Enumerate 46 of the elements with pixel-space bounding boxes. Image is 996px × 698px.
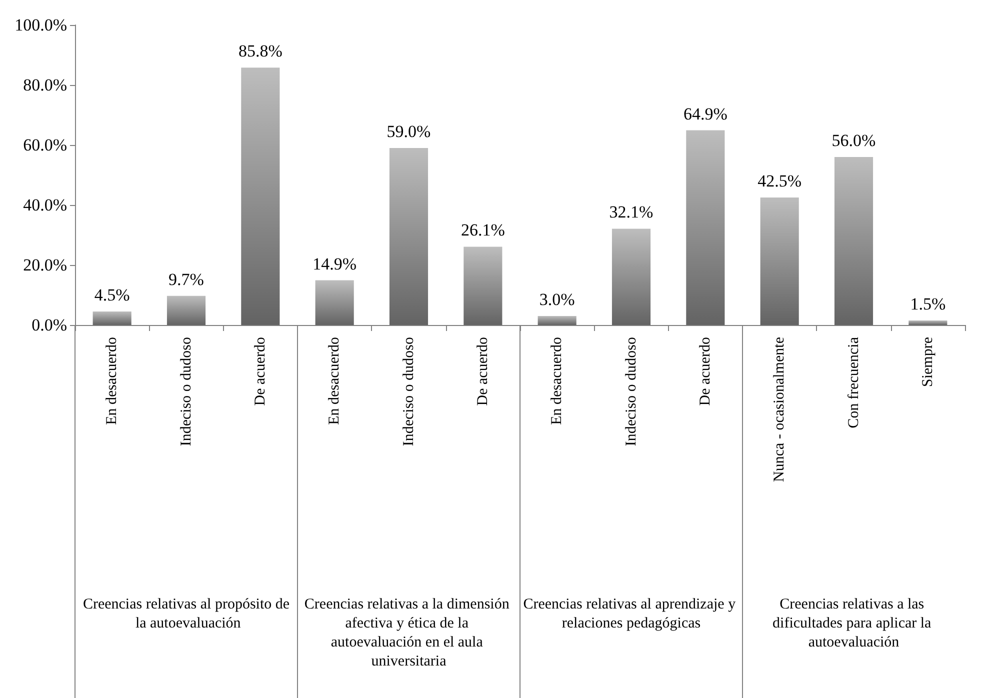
data-label: 32.1% [609,202,654,222]
bar [92,312,132,325]
x-tick-label: En desacuerdo [549,337,566,425]
x-tick-label: Indeciso o dudoso [178,337,194,446]
data-label: 26.1% [460,220,505,240]
text: Creencias relativas al propósito de la autoevaluación [82,596,290,632]
bar [908,320,948,325]
x-tick-label: Indeciso o dudoso [400,337,417,446]
bar [834,157,874,325]
data-label: 42.5% [758,172,802,190]
y-tick-label: 20.0% [23,256,67,274]
bar [166,296,206,325]
y-tick-label: 80.0% [23,76,67,94]
bar [389,148,428,325]
text: Creencias relativas a las dificultades para aplicar la autoevaluación [772,596,935,650]
bar [464,246,502,325]
data-label: 3.0% [539,290,575,309]
bar [538,316,576,325]
y-tick-label: 40.0% [23,196,67,214]
bar [315,280,354,325]
data-label: 85.8% [238,42,282,61]
x-tick-label: Indeciso o dudoso [623,337,640,446]
x-tick-label: Con frecuencia [846,336,862,428]
data-label: 14.9% [312,254,357,274]
data-label: 9.7% [168,270,204,289]
bar [760,198,799,325]
data-label: 1.5% [910,294,946,314]
y-tick-label: 0.0% [32,316,67,334]
text: Creencias relativas a la dimensión afectiva y ética de la autoevaluación en el aula universitaria [304,596,514,670]
y-tick-label: 60.0% [23,136,67,154]
x-tick-label: Nunca - ocasionalmente [772,336,788,482]
x-tick-label: Siempre [920,336,936,387]
bar [612,228,651,325]
x-tick-label: De acuerdo [697,337,714,406]
data-label: 4.5% [94,286,130,304]
bar [241,68,280,325]
data-label: 64.9% [683,104,728,124]
x-tick-label: En desacuerdo [326,337,343,425]
y-tick-label: 100.0% [14,16,67,34]
x-tick-label: En desacuerdo [104,337,120,425]
text: Creencias relativas al aprendizaje y relaciones pedagógicas [523,596,740,632]
data-label: 56.0% [832,131,876,150]
x-tick-label: De acuerdo [252,337,268,406]
data-label: 59.0% [386,122,431,141]
bar [686,130,725,325]
x-tick-label: De acuerdo [474,337,491,406]
